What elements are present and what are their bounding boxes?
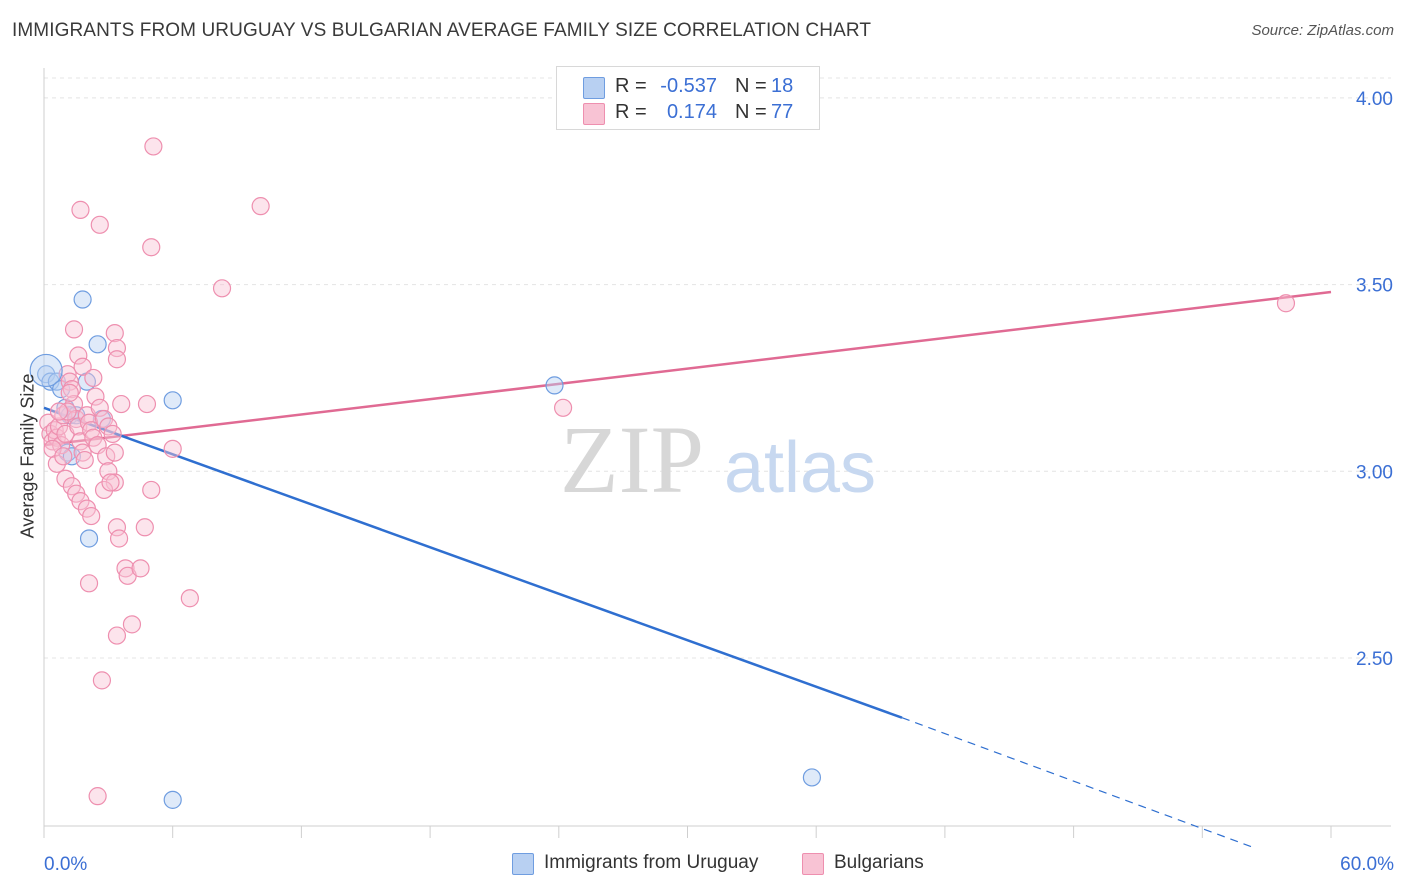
point-uruguay [79, 529, 99, 548]
axes-layer [43, 68, 1391, 838]
point-bulgarians [92, 671, 112, 690]
point-bulgarians [142, 238, 161, 257]
point-uruguay [802, 768, 822, 787]
point-bulgarians [112, 394, 131, 414]
point-bulgarians [180, 589, 199, 608]
point-bulgarians [107, 626, 127, 645]
point-uruguay [545, 376, 564, 395]
point-bulgarians [82, 421, 101, 440]
point-bulgarians [122, 615, 142, 634]
legend-r-value-uruguay: -0.537 [660, 75, 717, 97]
point-bulgarians [135, 518, 154, 537]
trendline-bulgarians [43, 290, 1332, 447]
point-bulgarians [64, 394, 84, 414]
legend-n-label: N = [735, 75, 767, 97]
point-bulgarians [86, 387, 105, 406]
point-bulgarians [82, 506, 101, 526]
point-bulgarians [47, 454, 66, 473]
point-bulgarians [212, 279, 232, 298]
y-tick-label: 3.00 [1356, 462, 1393, 483]
point-bulgarians [107, 518, 127, 537]
point-bulgarians [90, 215, 109, 234]
legend-r-label: R = [615, 101, 647, 123]
watermark: ZIP atlas [560, 406, 876, 513]
trendline-uruguay [43, 406, 903, 719]
point-bulgarians [251, 197, 270, 216]
point-bulgarians [116, 559, 135, 578]
point-bulgarians [105, 324, 124, 343]
trendline-uruguay-extension [901, 717, 1257, 849]
y-axis-label: Average Family Size [17, 373, 38, 539]
point-bulgarians [142, 480, 161, 500]
point-bulgarians [105, 473, 124, 492]
point-bulgarians [144, 137, 163, 156]
x-tick-label-min: 0.0% [44, 854, 87, 875]
point-bulgarians [107, 350, 127, 369]
legend-n-label: N = [735, 101, 767, 123]
bottom-legend-label-uruguay: Immigrants from Uruguay [544, 852, 759, 873]
y-tick-label: 4.00 [1356, 89, 1393, 110]
point-bulgarians [73, 443, 92, 462]
point-bulgarians [137, 394, 157, 414]
point-uruguay [73, 290, 92, 309]
bottom-legend-swatch-uruguay [512, 853, 534, 875]
point-bulgarians [60, 383, 79, 402]
point-bulgarians [49, 417, 69, 436]
point-uruguay [163, 790, 182, 809]
point-bulgarians [43, 439, 62, 458]
point-uruguay-large [29, 353, 63, 388]
point-bulgarians [163, 439, 182, 458]
point-bulgarians [101, 473, 120, 492]
point-bulgarians [79, 413, 99, 432]
legend-n-value-bulgarians: 77 [771, 101, 794, 123]
legend-row-bulgarians: R = 0.174 N = 77 [557, 101, 819, 127]
point-bulgarians [56, 469, 75, 488]
point-bulgarians [71, 492, 90, 511]
legend-n-value-uruguay: 18 [771, 75, 794, 97]
point-bulgarians [1276, 294, 1296, 313]
trend-layer [43, 290, 1332, 849]
legend-row-uruguay: R = -0.537 N = 18 [557, 75, 819, 101]
point-bulgarians [73, 357, 92, 376]
bottom-legend-label-bulgarians: Bulgarians [834, 852, 924, 873]
point-bulgarians [39, 413, 58, 432]
y-tick-label: 2.50 [1356, 649, 1393, 670]
point-bulgarians [64, 320, 84, 339]
point-bulgarians [75, 450, 94, 470]
point-bulgarians [131, 559, 150, 578]
grid-layer [44, 77, 1391, 659]
point-bulgarians [94, 480, 114, 500]
point-bulgarians [69, 346, 88, 365]
point-bulgarians [58, 365, 77, 384]
point-bulgarians [553, 398, 573, 417]
legend-swatch-uruguay [583, 77, 605, 99]
point-bulgarians [105, 443, 124, 462]
y-tick-label: 3.50 [1356, 276, 1393, 297]
legend-r-label: R = [615, 75, 647, 97]
point-bulgarians [79, 574, 99, 593]
bottom-legend-swatch-bulgarians [802, 853, 824, 875]
point-bulgarians [49, 402, 69, 421]
point-bulgarians [88, 787, 107, 806]
point-bulgarians [109, 529, 129, 548]
point-bulgarians [71, 200, 90, 219]
chart-title: IMMIGRANTS FROM URUGUAY VS BULGARIAN AVE… [12, 20, 872, 41]
point-bulgarians [54, 447, 73, 466]
legend-r-value-bulgarians: 0.174 [666, 101, 717, 123]
legend-swatch-bulgarians [583, 103, 605, 125]
point-uruguay [163, 391, 182, 410]
chart-source: Source: ZipAtlas.com [1251, 22, 1394, 39]
point-bulgarians [103, 424, 122, 444]
points-layer [29, 137, 1296, 809]
watermark-atlas: atlas [724, 428, 876, 508]
correlation-legend: R = -0.537 N = 18 R = 0.174 N = 77 [556, 66, 820, 130]
point-uruguay [88, 335, 107, 354]
watermark-zip: ZIP [560, 406, 704, 513]
point-bulgarians [90, 398, 109, 417]
ticklabel-layer: 2.50 3.00 3.50 4.00 0.0% 60.0% [44, 89, 1394, 875]
point-bulgarians [99, 462, 118, 481]
x-tick-label-max: 60.0% [1340, 854, 1394, 875]
point-bulgarians [84, 368, 103, 388]
